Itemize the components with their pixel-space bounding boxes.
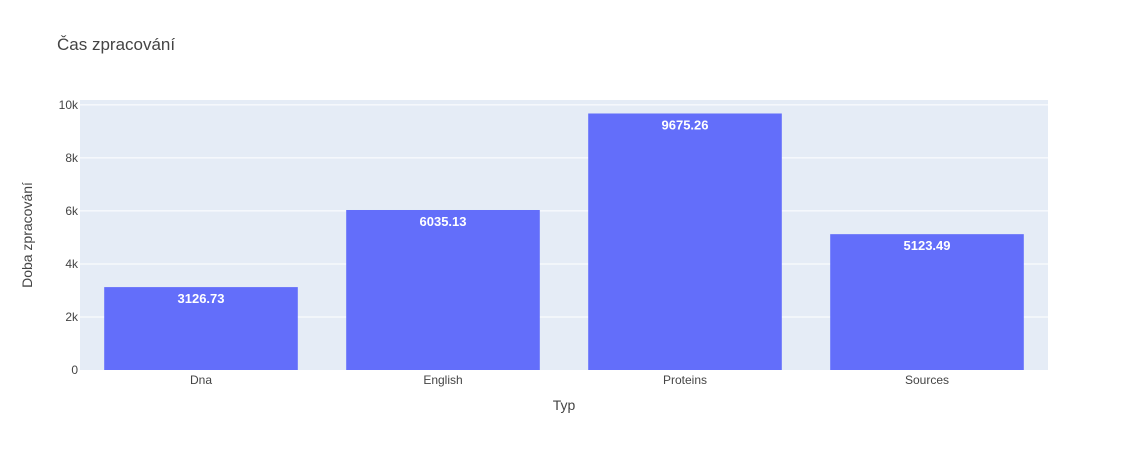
y-tick-label: 8k: [65, 151, 79, 165]
y-axis-title: Doba zpracování: [19, 182, 35, 288]
x-tick-label: Dna: [190, 373, 212, 387]
bar: [346, 209, 540, 370]
bar: [830, 234, 1024, 370]
x-tick-label: English: [423, 373, 462, 387]
y-axis-ticks: 0 2k 4k 6k 8k 10k: [59, 98, 79, 377]
y-tick-label: 6k: [65, 204, 79, 218]
bar: [104, 287, 298, 370]
x-tick-label: Proteins: [663, 373, 707, 387]
x-tick-label: Sources: [905, 373, 949, 387]
y-tick-label: 4k: [65, 257, 79, 271]
bar-value-label: 5123.49: [904, 238, 951, 253]
bar-value-label: 9675.26: [662, 117, 709, 132]
data-labels: 3126.73 6035.13 9675.26 5123.49: [178, 117, 951, 306]
y-tick-label: 10k: [59, 98, 79, 112]
bar-value-label: 3126.73: [178, 291, 225, 306]
chart-title: Čas zpracování: [57, 35, 175, 54]
bar: [588, 113, 782, 371]
x-axis-ticks: Dna English Proteins Sources: [190, 373, 949, 387]
y-tick-label: 0: [71, 363, 78, 377]
y-tick-label: 2k: [65, 310, 79, 324]
bars: [104, 113, 1024, 371]
bar-value-label: 6035.13: [420, 214, 467, 229]
x-axis-title: Typ: [553, 397, 576, 413]
